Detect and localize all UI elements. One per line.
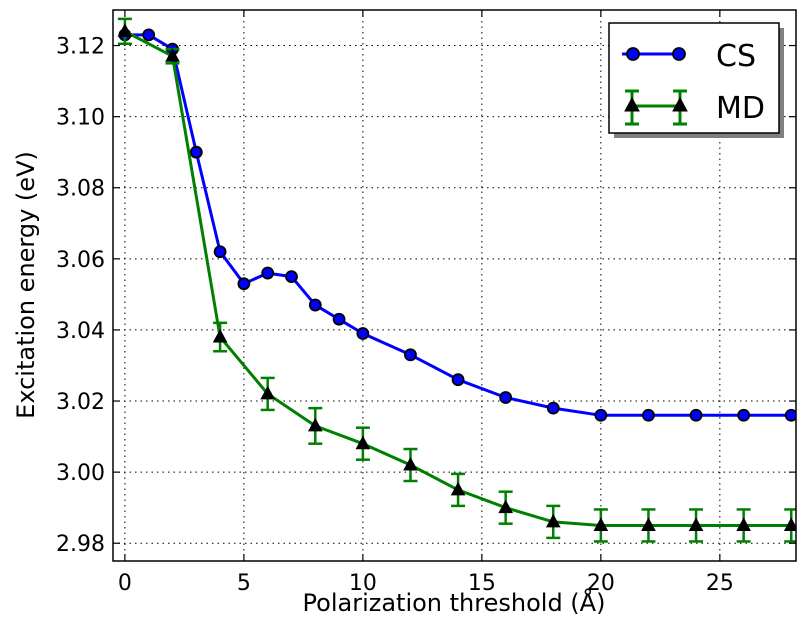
y-tick-label: 2.98 — [56, 532, 105, 557]
data-point-md — [355, 435, 371, 450]
data-point-cs — [594, 408, 608, 422]
data-point-md — [498, 499, 514, 514]
x-tick-label: 25 — [706, 571, 734, 596]
data-point-md — [736, 517, 751, 531]
data-point-cs — [642, 408, 655, 422]
series-cs — [118, 28, 796, 422]
data-point-cs — [356, 327, 370, 340]
data-point-cs — [142, 28, 156, 42]
x-tick-label: 5 — [237, 571, 251, 596]
data-point-md — [593, 517, 609, 531]
legend: CS MD — [608, 22, 784, 138]
x-tick-label: 0 — [118, 571, 132, 596]
data-point-md — [783, 517, 796, 531]
y-tick-label: 3.08 — [56, 177, 105, 202]
data-point-cs — [261, 266, 275, 280]
data-point-md — [212, 328, 228, 343]
data-point-cs — [737, 408, 751, 422]
y-axis-label: Excitation energy (eV) — [12, 151, 40, 419]
data-point-md — [688, 517, 704, 531]
tick-marks — [113, 10, 796, 561]
data-point-md — [117, 23, 133, 37]
legend-label-cs: CS — [716, 39, 756, 74]
data-point-cs — [451, 373, 465, 387]
data-point-cs — [189, 145, 203, 159]
data-point-cs — [404, 348, 417, 362]
data-point-md — [403, 456, 418, 471]
data-point-md — [307, 417, 323, 432]
data-point-cs — [689, 408, 703, 422]
legend-label-md: MD — [716, 91, 765, 126]
x-tick-label: 20 — [587, 571, 615, 596]
plot-frame — [112, 9, 797, 562]
legend-box — [608, 22, 780, 134]
y-tick-label: 3.10 — [56, 106, 105, 131]
x-axis-label: Polarization threshold (Å) — [303, 588, 606, 617]
data-point-md — [450, 481, 466, 496]
grid-lines — [113, 10, 796, 561]
data-point-cs — [308, 298, 322, 312]
legend-entry-cs: CS — [622, 39, 756, 74]
legend-entry-md: MD — [624, 89, 765, 126]
data-point-cs — [784, 408, 796, 422]
x-tick-label: 10 — [349, 571, 377, 596]
y-tick-label: 3.04 — [56, 319, 105, 344]
series-line-cs — [124, 33, 792, 417]
y-tick-label: 3.12 — [56, 35, 105, 60]
data-point-cs — [285, 270, 298, 284]
series-layer — [117, 17, 796, 543]
data-point-md — [260, 385, 276, 400]
series-md — [117, 17, 796, 543]
data-point-cs — [237, 277, 251, 291]
data-point-md — [545, 513, 561, 528]
data-point-cs — [213, 245, 227, 259]
x-tick-label: 15 — [468, 571, 496, 596]
data-point-cs — [332, 312, 346, 326]
data-point-cs — [546, 401, 560, 415]
data-point-md — [641, 517, 656, 531]
y-tick-labels: 2.98 3.00 3.02 3.04 3.06 3.08 3.10 3.12 — [56, 35, 105, 558]
y-tick-label: 3.00 — [56, 461, 105, 486]
x-tick-labels: 0 5 10 15 20 25 — [118, 571, 734, 596]
data-point-md — [165, 48, 180, 62]
y-tick-label: 3.02 — [56, 390, 105, 415]
y-tick-label: 3.06 — [56, 248, 105, 273]
data-point-cs — [499, 391, 513, 404]
